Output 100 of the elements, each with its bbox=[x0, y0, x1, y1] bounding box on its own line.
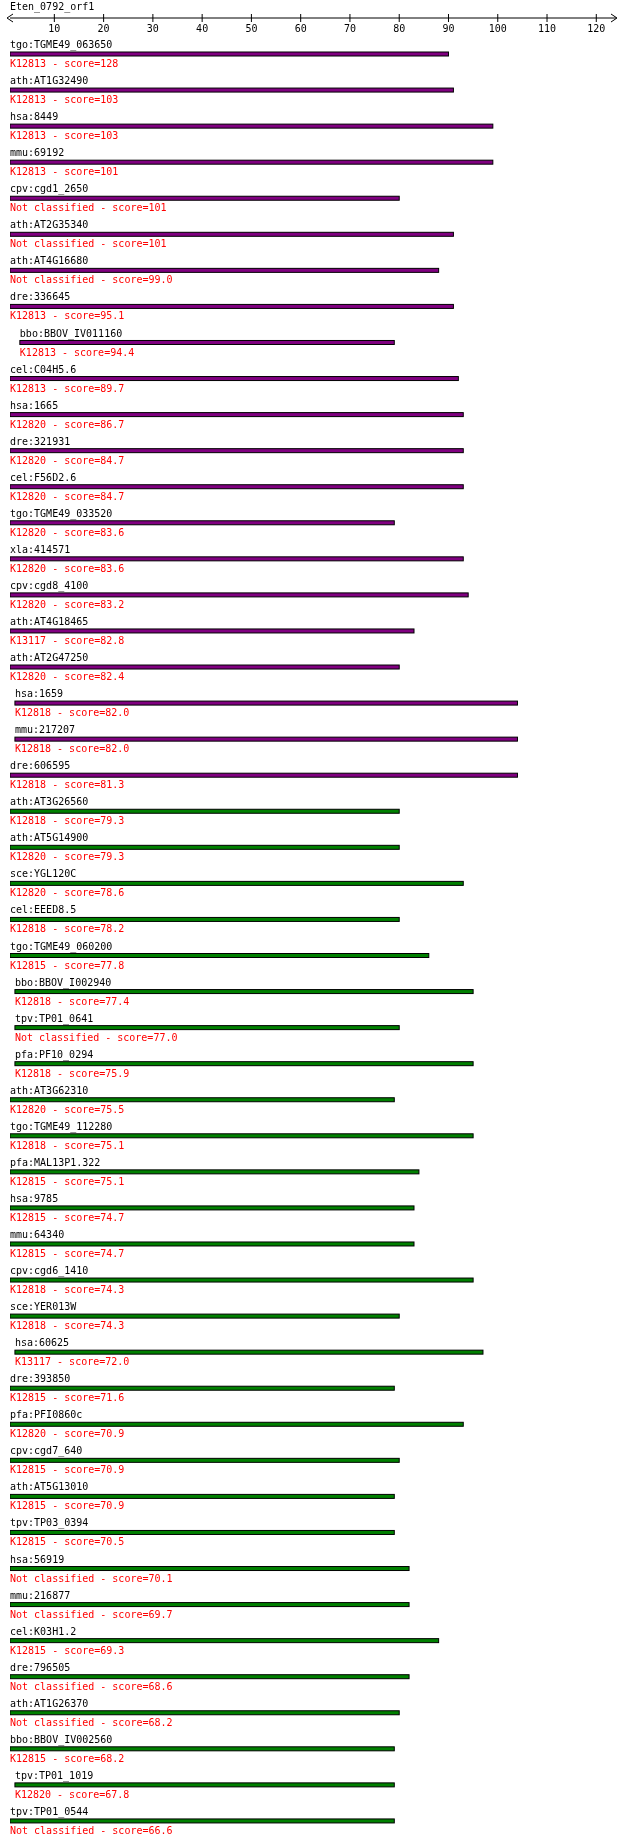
bar bbox=[10, 880, 464, 886]
annotation: K12818 - score=78.2 bbox=[10, 923, 125, 935]
annotation: K12820 - score=70.9 bbox=[10, 1428, 125, 1440]
annotation: K12813 - score=95.1 bbox=[10, 310, 125, 322]
annotation: K12818 - score=74.3 bbox=[10, 1284, 125, 1296]
bar bbox=[10, 51, 449, 57]
y-tick-label: mmu:64340 bbox=[10, 1229, 65, 1241]
y-tick-label: ath:AT5G13010 bbox=[10, 1481, 89, 1493]
bar bbox=[10, 953, 430, 958]
bar bbox=[19, 339, 395, 345]
x-tick-label: 30 bbox=[146, 23, 159, 34]
annotation: Not classified - score=69.7 bbox=[10, 1608, 173, 1620]
bar bbox=[10, 376, 459, 382]
y-tick-label: dre:321931 bbox=[10, 435, 71, 447]
annotation: K12818 - score=82.0 bbox=[14, 743, 130, 755]
bar bbox=[10, 1638, 440, 1644]
annotation: Not classified - score=101 bbox=[10, 238, 167, 250]
annotation: K12820 - score=83.6 bbox=[10, 562, 125, 574]
y-tick-label: cel:K03H1.2 bbox=[10, 1625, 77, 1637]
annotation: K13117 - score=72.0 bbox=[14, 1356, 130, 1368]
annotation: K12813 - score=128 bbox=[10, 58, 119, 70]
annotation: K12818 - score=75.1 bbox=[10, 1139, 125, 1151]
bar bbox=[10, 1097, 395, 1103]
y-tick-label: dre:606595 bbox=[10, 760, 71, 772]
bar bbox=[10, 87, 454, 93]
bar bbox=[10, 1566, 410, 1572]
y-tick-label: tpv:TP01_0641 bbox=[14, 1012, 94, 1025]
y-tick-label: hsa:8449 bbox=[10, 111, 59, 123]
bar bbox=[10, 1313, 400, 1319]
y-tick-label: pfa:PFI0860c bbox=[10, 1409, 83, 1421]
annotation: K12815 - score=74.7 bbox=[10, 1248, 125, 1260]
bar bbox=[10, 412, 464, 418]
bar bbox=[14, 989, 474, 995]
annotation: K12813 - score=103 bbox=[10, 94, 119, 106]
y-tick-label: hsa:1665 bbox=[10, 399, 59, 411]
bar bbox=[10, 303, 454, 309]
y-tick-label: tgo:TGME49_033520 bbox=[10, 507, 113, 520]
annotation: K12815 - score=75.1 bbox=[10, 1175, 125, 1187]
annotation: K12815 - score=70.9 bbox=[10, 1500, 125, 1512]
bar bbox=[10, 1710, 400, 1716]
bar bbox=[10, 448, 464, 454]
y-tick-label: tgo:TGME49_060200 bbox=[10, 940, 113, 953]
y-tick-label: hsa:9785 bbox=[10, 1192, 59, 1204]
x-tick-label: 50 bbox=[245, 23, 258, 34]
bar bbox=[10, 1818, 395, 1824]
annotation: Not classified - score=101 bbox=[10, 202, 167, 214]
y-tick-label: cel:C04H5.6 bbox=[10, 363, 77, 375]
y-tick-label: ath:AT5G14900 bbox=[10, 832, 89, 844]
y-tick-label: cel:F56D2.6 bbox=[10, 471, 77, 483]
bar bbox=[14, 1025, 400, 1031]
y-tick-label: sce:YER013W bbox=[10, 1301, 78, 1313]
annotation: K12815 - score=74.7 bbox=[10, 1211, 125, 1223]
y-tick-label: bbo:BBOV_I002940 bbox=[14, 976, 112, 989]
x-tick-label: 20 bbox=[97, 23, 110, 34]
annotation: Not classified - score=70.1 bbox=[10, 1572, 173, 1584]
bar bbox=[10, 628, 415, 634]
annotation: Not classified - score=68.2 bbox=[10, 1716, 173, 1728]
bar bbox=[10, 1133, 474, 1139]
annotation: K12820 - score=82.4 bbox=[10, 671, 125, 683]
bar bbox=[10, 772, 518, 778]
annotation: K12820 - score=78.6 bbox=[10, 887, 125, 899]
bar bbox=[10, 1421, 464, 1427]
y-tick-label: mmu:69192 bbox=[10, 147, 65, 159]
annotation: K13117 - score=82.8 bbox=[10, 634, 125, 646]
bar bbox=[10, 664, 400, 670]
bar bbox=[10, 1746, 395, 1752]
annotation: K12818 - score=74.3 bbox=[10, 1320, 125, 1332]
bar bbox=[10, 1169, 420, 1175]
x-tick-label: 80 bbox=[393, 23, 406, 34]
y-tick-label: sce:YGL120C bbox=[10, 868, 77, 880]
bar bbox=[10, 123, 494, 129]
y-tick-label: ath:AT1G26370 bbox=[10, 1697, 89, 1709]
y-tick-label: cel:EEED8.5 bbox=[10, 904, 77, 916]
y-tick-label: xla:414571 bbox=[10, 543, 71, 555]
bar bbox=[10, 1241, 415, 1247]
annotation: Not classified - score=66.6 bbox=[10, 1824, 173, 1836]
annotation: Not classified - score=77.0 bbox=[14, 1031, 178, 1043]
annotation: K12815 - score=68.2 bbox=[10, 1752, 125, 1764]
annotation: K12820 - score=83.6 bbox=[10, 526, 125, 538]
y-tick-label: tgo:TGME49_063650 bbox=[10, 39, 113, 52]
bar bbox=[10, 1457, 400, 1463]
annotation: K12815 - score=69.3 bbox=[10, 1644, 125, 1656]
y-tick-label: cpv:cgd8_4100 bbox=[10, 579, 89, 592]
bar bbox=[10, 231, 454, 237]
y-tick-label: ath:AT4G16680 bbox=[10, 255, 89, 267]
bar bbox=[14, 736, 518, 742]
annotation: K12813 - score=103 bbox=[10, 130, 119, 142]
bar bbox=[10, 1493, 395, 1499]
y-tick-label: hsa:60625 bbox=[14, 1337, 70, 1349]
annotation: K12813 - score=89.7 bbox=[10, 382, 125, 394]
annotation: K12815 - score=71.6 bbox=[10, 1392, 125, 1404]
bar bbox=[10, 1529, 395, 1535]
y-tick-label: ath:AT2G47250 bbox=[10, 652, 89, 664]
y-tick-label: dre:796505 bbox=[10, 1661, 71, 1673]
annotation: K12820 - score=83.2 bbox=[10, 598, 125, 610]
annotation: K12815 - score=70.9 bbox=[10, 1464, 125, 1476]
y-tick-label: pfa:MAL13P1.322 bbox=[10, 1156, 101, 1168]
chart-title: Eten_0792_orf1 bbox=[10, 1, 95, 13]
annotation: Not classified - score=68.6 bbox=[10, 1680, 173, 1692]
annotation: K12813 - score=94.4 bbox=[19, 346, 135, 358]
